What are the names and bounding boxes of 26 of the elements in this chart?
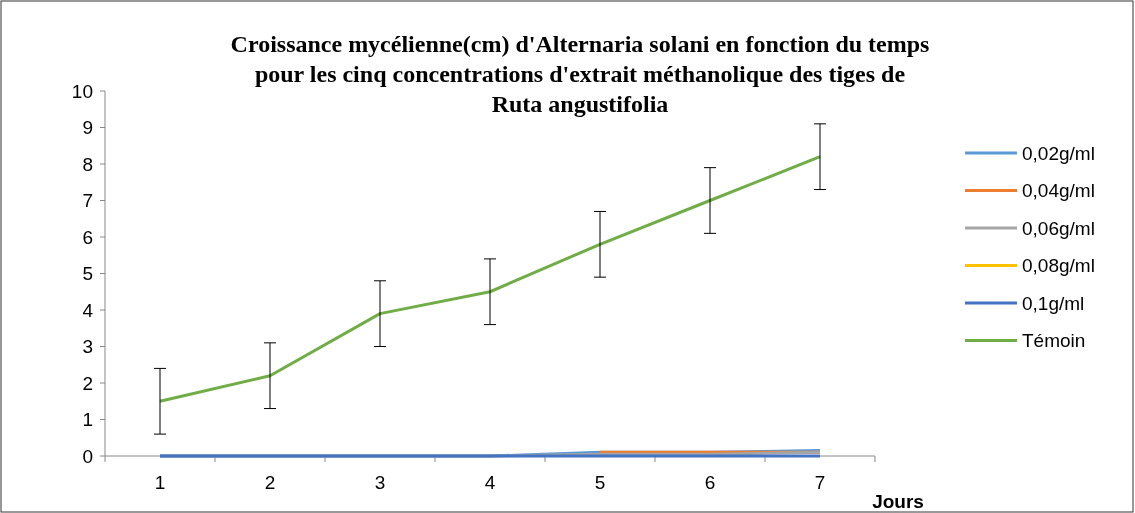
legend-label: 0,06g/ml (1022, 217, 1095, 239)
y-tick-label: 5 (82, 263, 93, 285)
x-axis-title: Jours (872, 491, 924, 512)
x-tick-label: 5 (594, 472, 606, 493)
x-tick-label: 1 (154, 472, 166, 493)
x-tick-label: 4 (484, 472, 496, 493)
y-tick-label: 3 (82, 336, 93, 358)
y-tick-label: 4 (82, 299, 94, 321)
y-tick-label: 1 (82, 409, 93, 431)
legend-label: 0,1g/ml (1022, 292, 1085, 314)
y-tick-label: 2 (82, 372, 93, 394)
x-tick-label: 6 (704, 472, 716, 493)
x-tick-label: 2 (264, 472, 276, 493)
chart-title: Croissance mycélienne(cm) d'Alternaria solani en fonction du temps pour les cinq concentrations d'extrait méthanolique des tiges de Ruta angustifolia (230, 31, 930, 117)
x-tick-label: 7 (814, 472, 826, 493)
y-tick-label: 9 (82, 117, 93, 139)
y-tick-label: 0 (82, 445, 93, 467)
legend-label: Témoin (1022, 330, 1086, 352)
y-tick-label: 7 (82, 190, 93, 212)
y-tick-label: 6 (82, 226, 93, 248)
y-tick-label: 10 (71, 80, 93, 102)
x-tick-label: 3 (374, 472, 386, 493)
legend-label: 0,02g/ml (1022, 142, 1095, 164)
y-tick-label: 8 (82, 153, 93, 175)
legend-label: 0,08g/ml (1022, 255, 1095, 277)
legend-label: 0,04g/ml (1022, 180, 1095, 202)
